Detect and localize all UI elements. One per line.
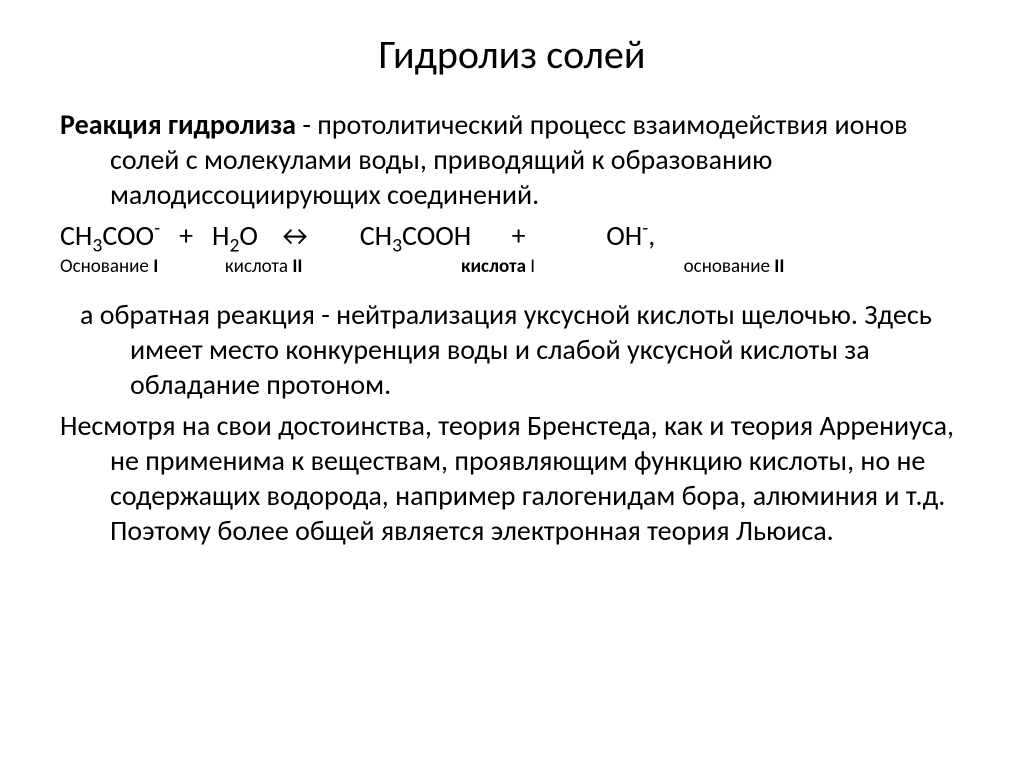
slide-title: Гидролиз солей (60, 30, 964, 79)
slide: Гидролиз солей Реакция гидролиза - прото… (0, 0, 1024, 767)
eq-plus-2: + (512, 218, 526, 253)
eq-arrow: ↔ (277, 218, 313, 253)
paragraph-2: а обратная реакция - нейтрализация уксус… (60, 297, 964, 402)
eq-species-2: H2O (212, 218, 258, 253)
slide-body: Реакция гидролиза - протолитический проц… (60, 107, 964, 548)
definition-paragraph: Реакция гидролиза - протолитический проц… (60, 107, 964, 212)
definition-term: Реакция гидролиза (60, 107, 296, 142)
label-base-1: Основание I (60, 255, 158, 278)
eq-species-3: CH3COOH (360, 218, 472, 253)
label-acid-2: кислота II (225, 255, 303, 278)
eq-comma: , (648, 218, 655, 253)
eq-species-1: CH3COO- (60, 218, 160, 253)
label-base-2: основание II (684, 255, 785, 278)
label-acid-1: кислота I (461, 255, 535, 278)
eq-species-4: OH- (606, 218, 648, 253)
paragraph-3: Несмотря на свои достоинства, теория Бре… (60, 408, 964, 548)
equation-labels: Основание I кислота II кислота I основан… (60, 255, 964, 279)
equation-line: CH3COO- + H2O ↔ CH3COOH + OH-, (60, 218, 964, 253)
eq-plus-1: + (179, 218, 193, 253)
